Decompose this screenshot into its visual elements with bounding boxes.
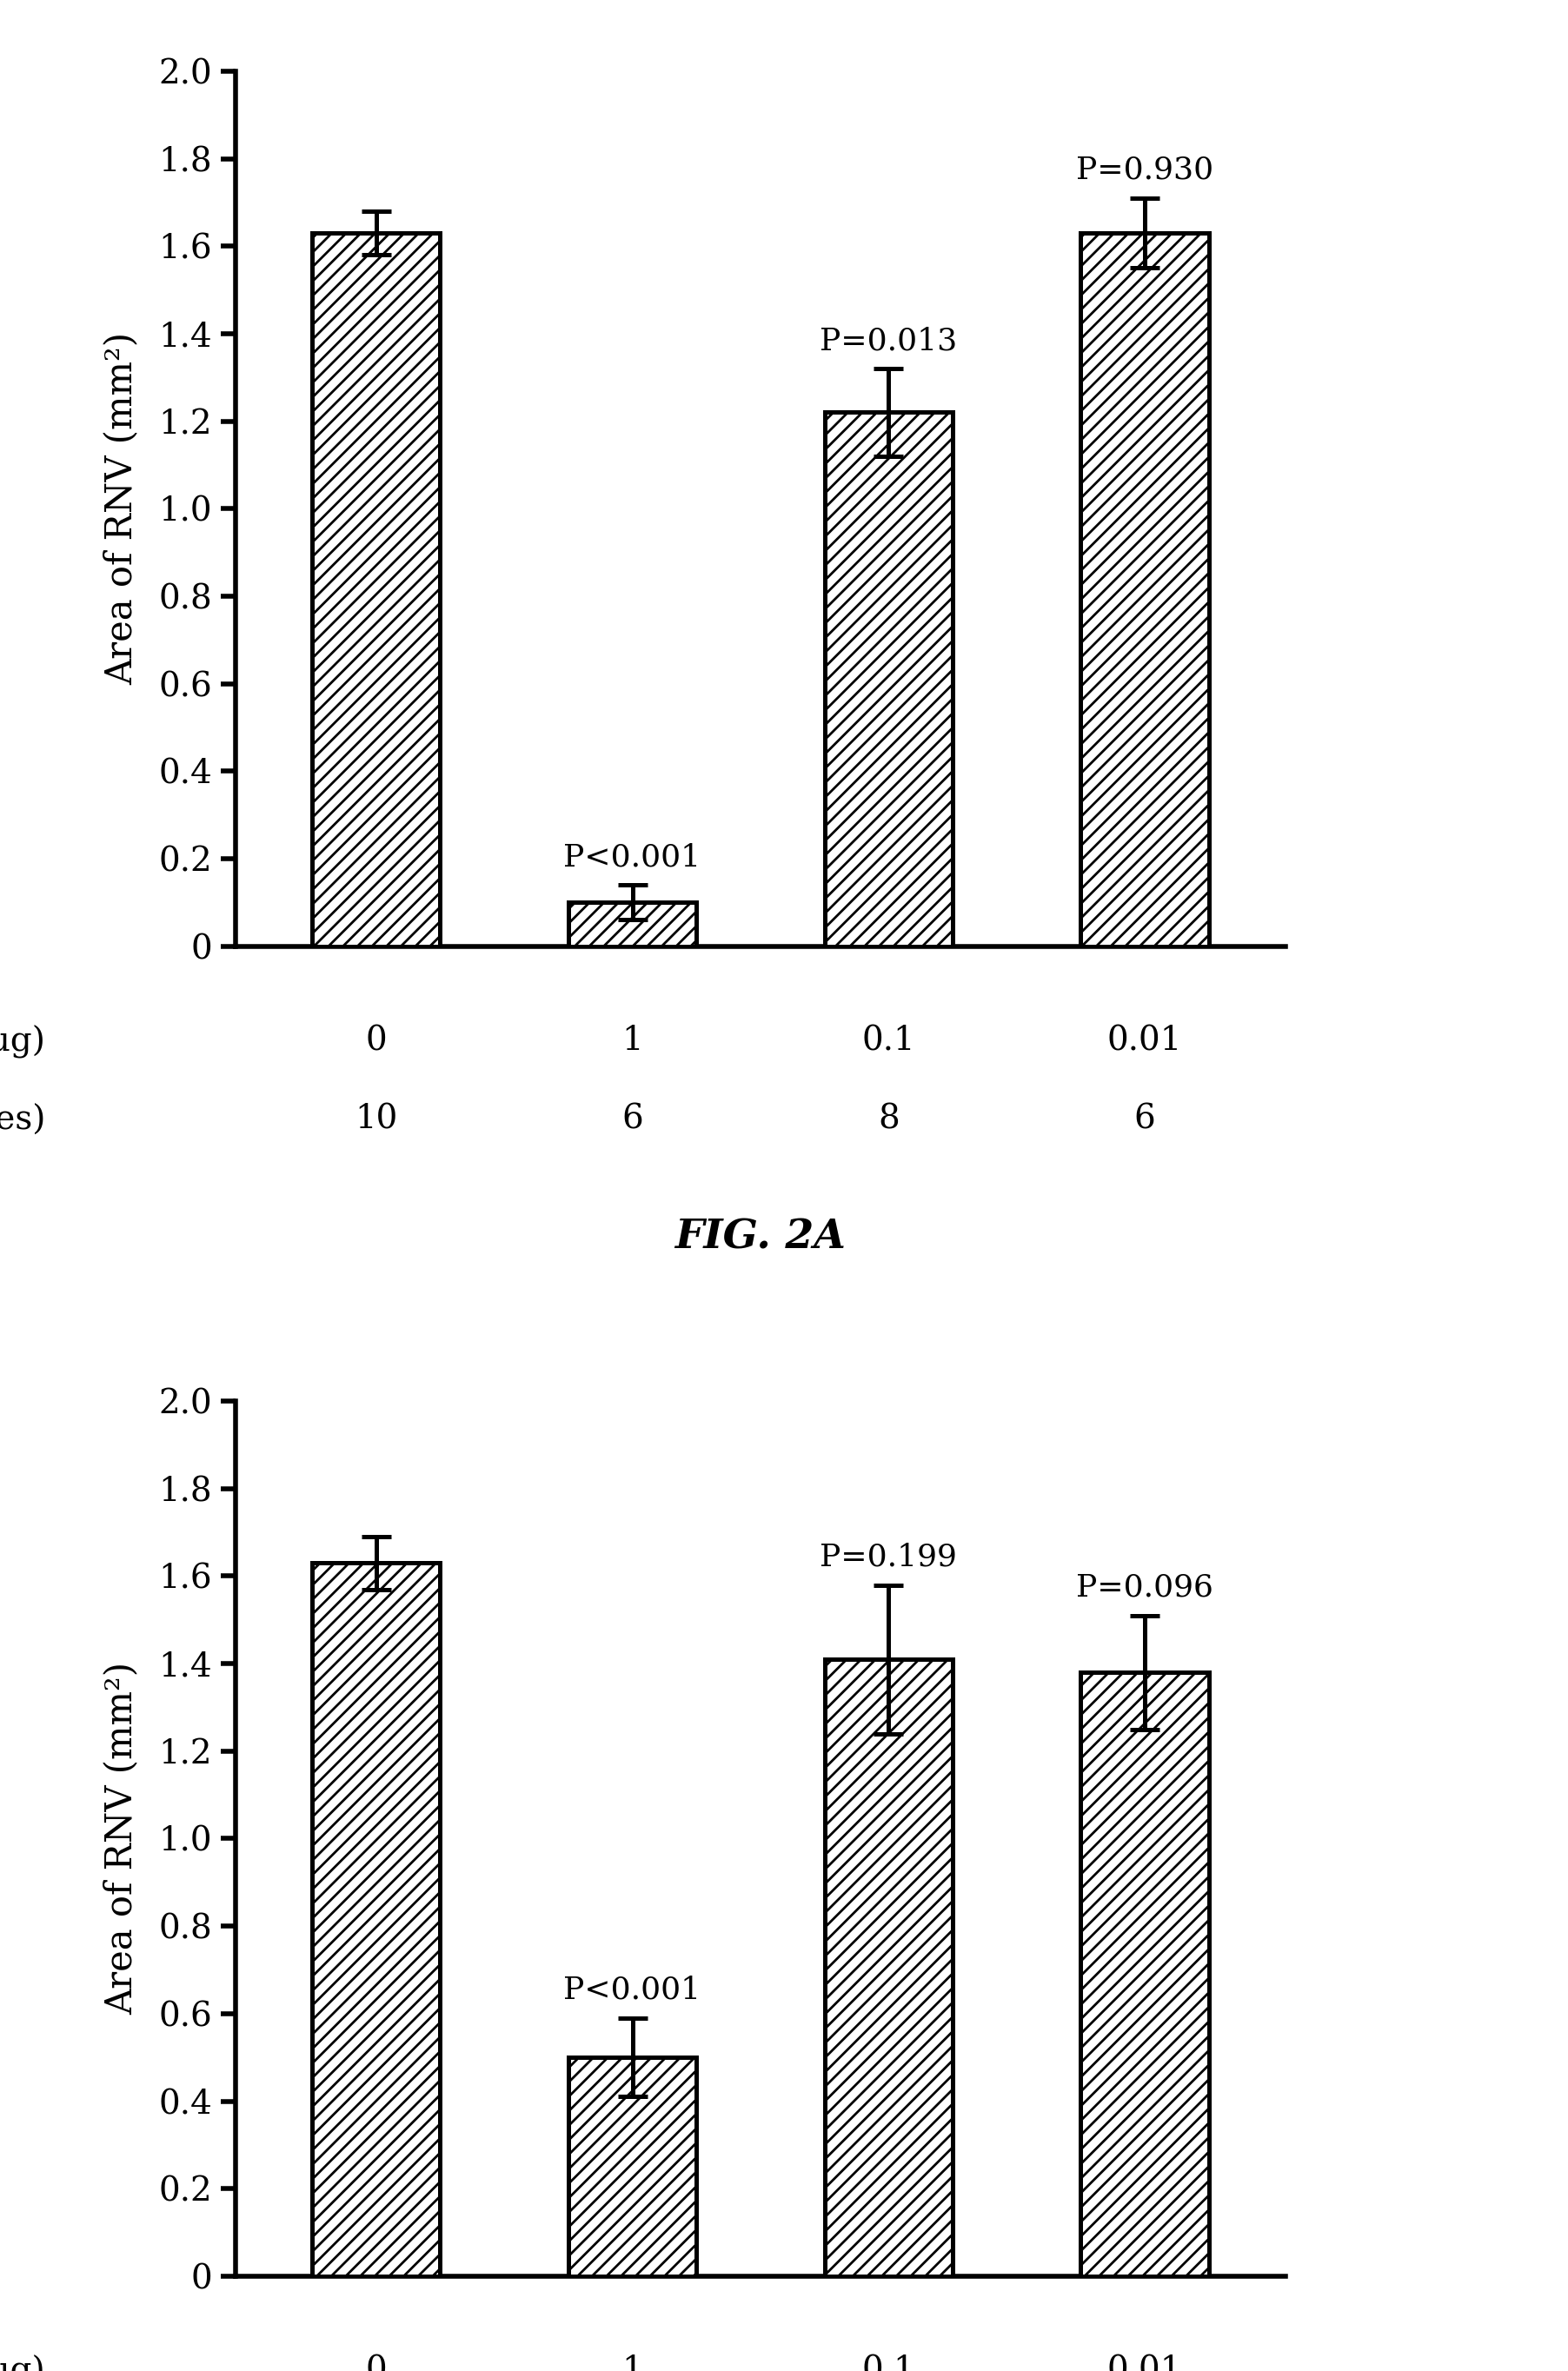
Y-axis label: Area of RNV (mm²): Area of RNV (mm²) bbox=[102, 332, 140, 685]
Text: P<0.001: P<0.001 bbox=[563, 842, 701, 873]
Text: 6: 6 bbox=[621, 1103, 643, 1136]
Bar bbox=[568, 2058, 696, 2276]
Text: n(eyes): n(eyes) bbox=[0, 1103, 45, 1138]
Text: 0.01: 0.01 bbox=[1107, 1024, 1182, 1057]
Text: P=0.096: P=0.096 bbox=[1076, 1572, 1214, 1603]
Text: 1: 1 bbox=[621, 2354, 643, 2371]
Text: 10: 10 bbox=[354, 1103, 398, 1136]
Text: DXR(μg): DXR(μg) bbox=[0, 2354, 45, 2371]
Bar bbox=[312, 232, 441, 946]
Text: DNR(μg): DNR(μg) bbox=[0, 1024, 45, 1057]
Text: 0: 0 bbox=[365, 1024, 387, 1057]
Bar bbox=[825, 413, 953, 946]
Text: 8: 8 bbox=[878, 1103, 900, 1136]
Text: P=0.930: P=0.930 bbox=[1076, 156, 1214, 185]
Bar bbox=[568, 903, 696, 946]
Text: P=0.199: P=0.199 bbox=[820, 1541, 956, 1572]
Text: 0.1: 0.1 bbox=[862, 2354, 916, 2371]
Bar bbox=[1080, 1672, 1209, 2276]
Bar bbox=[312, 1562, 441, 2276]
Text: 1: 1 bbox=[621, 1024, 643, 1057]
Text: 0: 0 bbox=[365, 2354, 387, 2371]
Text: FIG. 2A: FIG. 2A bbox=[674, 1216, 847, 1257]
Text: 6: 6 bbox=[1134, 1103, 1156, 1136]
Text: P<0.001: P<0.001 bbox=[563, 1975, 701, 2006]
Text: P=0.013: P=0.013 bbox=[820, 325, 958, 356]
Bar bbox=[825, 1660, 953, 2276]
Text: 0.01: 0.01 bbox=[1107, 2354, 1182, 2371]
Bar bbox=[1080, 232, 1209, 946]
Y-axis label: Area of RNV (mm²): Area of RNV (mm²) bbox=[102, 1662, 140, 2015]
Text: 0.1: 0.1 bbox=[862, 1024, 916, 1057]
